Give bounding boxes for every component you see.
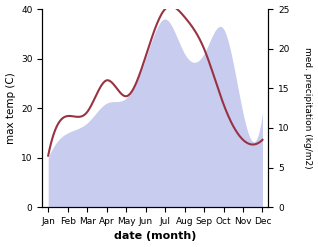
Y-axis label: max temp (C): max temp (C) (5, 72, 16, 144)
X-axis label: date (month): date (month) (114, 231, 197, 242)
Y-axis label: med. precipitation (kg/m2): med. precipitation (kg/m2) (303, 47, 313, 169)
